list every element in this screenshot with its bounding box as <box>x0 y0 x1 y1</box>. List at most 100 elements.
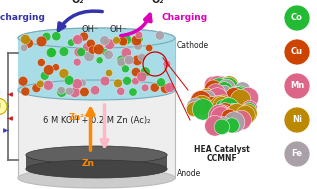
Circle shape <box>160 84 170 93</box>
Circle shape <box>120 39 127 46</box>
Circle shape <box>36 36 47 47</box>
Circle shape <box>72 36 80 43</box>
Circle shape <box>56 87 67 97</box>
Circle shape <box>140 67 150 77</box>
Circle shape <box>20 34 30 44</box>
Circle shape <box>120 34 131 45</box>
Circle shape <box>24 38 33 48</box>
Circle shape <box>125 57 133 65</box>
Text: Zn: Zn <box>82 159 95 167</box>
Circle shape <box>21 87 30 96</box>
Circle shape <box>216 99 230 114</box>
Circle shape <box>100 36 109 45</box>
Circle shape <box>150 83 159 92</box>
Circle shape <box>64 75 74 85</box>
Text: Fe: Fe <box>292 149 302 159</box>
Circle shape <box>205 115 225 136</box>
Circle shape <box>209 105 230 126</box>
Bar <box>18 38 175 90</box>
Text: OH⁻: OH⁻ <box>109 25 127 34</box>
Circle shape <box>132 55 143 66</box>
Circle shape <box>208 76 227 95</box>
Circle shape <box>90 86 100 95</box>
Circle shape <box>133 41 142 50</box>
Circle shape <box>215 117 230 132</box>
Circle shape <box>221 109 237 125</box>
Circle shape <box>186 102 201 117</box>
Circle shape <box>219 98 239 118</box>
Circle shape <box>73 35 83 45</box>
Circle shape <box>88 46 97 54</box>
Circle shape <box>104 39 115 50</box>
Circle shape <box>100 76 110 86</box>
Circle shape <box>117 58 126 67</box>
Circle shape <box>155 31 165 40</box>
Circle shape <box>141 84 149 91</box>
Circle shape <box>103 39 110 46</box>
Circle shape <box>215 103 235 123</box>
Circle shape <box>32 84 41 93</box>
Circle shape <box>212 96 232 116</box>
Circle shape <box>131 67 141 77</box>
Circle shape <box>204 80 222 98</box>
Circle shape <box>218 107 232 122</box>
Ellipse shape <box>18 28 175 48</box>
Circle shape <box>220 76 238 94</box>
Text: O₂: O₂ <box>72 0 84 5</box>
Circle shape <box>134 34 143 43</box>
Circle shape <box>206 117 223 134</box>
Ellipse shape <box>18 168 175 188</box>
Circle shape <box>214 95 232 113</box>
Circle shape <box>57 86 65 94</box>
Text: 6 M KOH + 0.2 M Zn (Ac)₂: 6 M KOH + 0.2 M Zn (Ac)₂ <box>43 115 150 125</box>
Circle shape <box>96 57 103 64</box>
Circle shape <box>192 99 214 120</box>
Circle shape <box>227 104 247 124</box>
Circle shape <box>217 85 232 101</box>
Circle shape <box>36 80 44 88</box>
Circle shape <box>73 58 81 66</box>
Circle shape <box>233 86 248 101</box>
Circle shape <box>83 43 91 51</box>
Text: Charging: Charging <box>162 13 208 22</box>
Circle shape <box>232 110 251 130</box>
Text: HEA Catalyst: HEA Catalyst <box>194 145 250 154</box>
Circle shape <box>230 87 247 104</box>
Circle shape <box>215 105 233 122</box>
Text: Cathode: Cathode <box>177 42 209 50</box>
Circle shape <box>102 49 109 56</box>
Circle shape <box>121 65 129 73</box>
Circle shape <box>191 91 212 112</box>
Circle shape <box>18 76 28 86</box>
Text: Discharging: Discharging <box>0 13 45 22</box>
Circle shape <box>284 73 310 99</box>
Circle shape <box>186 98 204 116</box>
Circle shape <box>80 87 89 97</box>
Circle shape <box>80 32 88 41</box>
Text: Zn²⁺: Zn²⁺ <box>68 113 88 122</box>
Circle shape <box>117 55 127 65</box>
Circle shape <box>157 78 165 87</box>
Circle shape <box>211 107 231 127</box>
Circle shape <box>204 76 222 94</box>
Circle shape <box>224 118 239 133</box>
Circle shape <box>131 35 142 46</box>
Circle shape <box>137 72 147 82</box>
Circle shape <box>165 83 175 92</box>
Circle shape <box>225 103 242 121</box>
Circle shape <box>236 105 255 125</box>
Circle shape <box>216 82 233 99</box>
Circle shape <box>113 37 120 44</box>
Circle shape <box>284 141 310 167</box>
Circle shape <box>132 77 139 85</box>
Circle shape <box>204 97 219 111</box>
Circle shape <box>105 69 113 77</box>
Text: Mn: Mn <box>290 81 304 91</box>
Text: Co: Co <box>291 13 303 22</box>
Circle shape <box>77 48 86 57</box>
Circle shape <box>48 48 57 57</box>
Circle shape <box>37 59 45 67</box>
Circle shape <box>207 88 228 109</box>
Circle shape <box>52 32 61 41</box>
Circle shape <box>217 103 231 117</box>
